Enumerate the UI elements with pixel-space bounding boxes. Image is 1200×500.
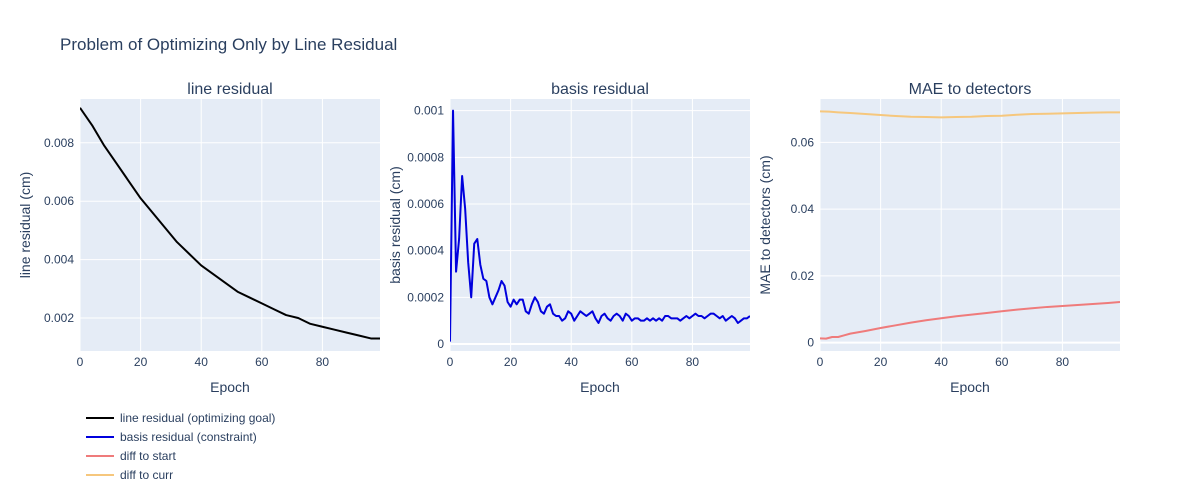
y-tick-label: 0.0006 (407, 197, 444, 211)
x-tick-label: 0 (77, 355, 84, 369)
y-axis-label: MAE to detectors (cm) (757, 155, 773, 294)
legend-item[interactable]: line residual (optimizing goal) (86, 411, 275, 425)
x-tick-label: 40 (195, 355, 209, 369)
x-tick-label: 40 (935, 355, 949, 369)
x-tick-label: 20 (874, 355, 888, 369)
series-line-line-residual-optimizing-goal (80, 107, 380, 340)
x-tick-label: 80 (316, 355, 330, 369)
plot-area (450, 99, 750, 351)
y-axis-label: line residual (cm) (17, 172, 33, 279)
legend-item[interactable]: diff to start (86, 449, 176, 463)
x-axis-label: Epoch (210, 379, 250, 395)
plot-area (820, 99, 1120, 351)
x-tick-label: 0 (447, 355, 454, 369)
legend-label: line residual (optimizing goal) (120, 411, 275, 425)
y-tick-label: 0.0002 (407, 290, 444, 304)
legend-item[interactable]: basis residual (constraint) (86, 430, 257, 444)
y-tick-label: 0.008 (44, 136, 74, 150)
x-tick-label: 20 (134, 355, 148, 369)
x-tick-label: 20 (504, 355, 518, 369)
subplot-title: line residual (187, 81, 272, 98)
x-tick-label: 60 (625, 355, 639, 369)
x-tick-label: 40 (565, 355, 579, 369)
series-line-diff-to-start (820, 300, 1120, 340)
y-tick-label: 0 (437, 337, 444, 351)
series-line-basis-residual-constraint (450, 109, 750, 342)
legend[interactable]: line residual (optimizing goal) basis res… (86, 411, 275, 482)
y-tick-label: 0.002 (44, 311, 74, 325)
subplot-1: 0 20 40 60 80 0.002 0.004 0.006 0.008 line residu… (17, 81, 380, 395)
subplots: 0 20 40 60 80 0.002 0.004 0.006 0.008 line residu… (17, 81, 1120, 395)
y-tick-label: 0.02 (791, 269, 815, 283)
x-axis-label: Epoch (950, 379, 990, 395)
y-tick-label: 0.004 (44, 253, 74, 267)
y-tick-label: 0.0004 (407, 244, 444, 258)
subplot-title: MAE to detectors (909, 81, 1032, 98)
legend-label: diff to curr (120, 468, 173, 482)
x-tick-label: 60 (995, 355, 1009, 369)
legend-item[interactable]: diff to curr (86, 468, 173, 482)
x-tick-label: 80 (1056, 355, 1070, 369)
series-line-diff-to-curr (820, 110, 1120, 119)
subplot-2: 0 20 40 60 80 0 0.0002 0.0004 0.0006 0.0008 0.001 b… (387, 81, 750, 395)
subplot-title: basis residual (551, 81, 649, 98)
x-tick-label: 60 (255, 355, 269, 369)
y-tick-label: 0 (807, 336, 814, 350)
x-tick-label: 0 (817, 355, 824, 369)
figure-title: Problem of Optimizing Only by Line Resid… (60, 35, 397, 54)
y-tick-label: 0.001 (414, 104, 444, 118)
x-axis-label: Epoch (580, 379, 620, 395)
subplot-3: 0 20 40 60 80 0 0.02 0.04 0.06 MAE to detectors Ep… (757, 81, 1120, 395)
y-tick-label: 0.06 (791, 135, 815, 149)
legend-label: diff to start (120, 449, 176, 463)
y-tick-label: 0.006 (44, 194, 74, 208)
x-tick-label: 80 (686, 355, 700, 369)
legend-label: basis residual (constraint) (120, 430, 257, 444)
y-axis-label: basis residual (cm) (387, 166, 403, 283)
y-tick-label: 0.0008 (407, 150, 444, 164)
y-tick-label: 0.04 (791, 202, 815, 216)
plot-area (80, 99, 380, 351)
